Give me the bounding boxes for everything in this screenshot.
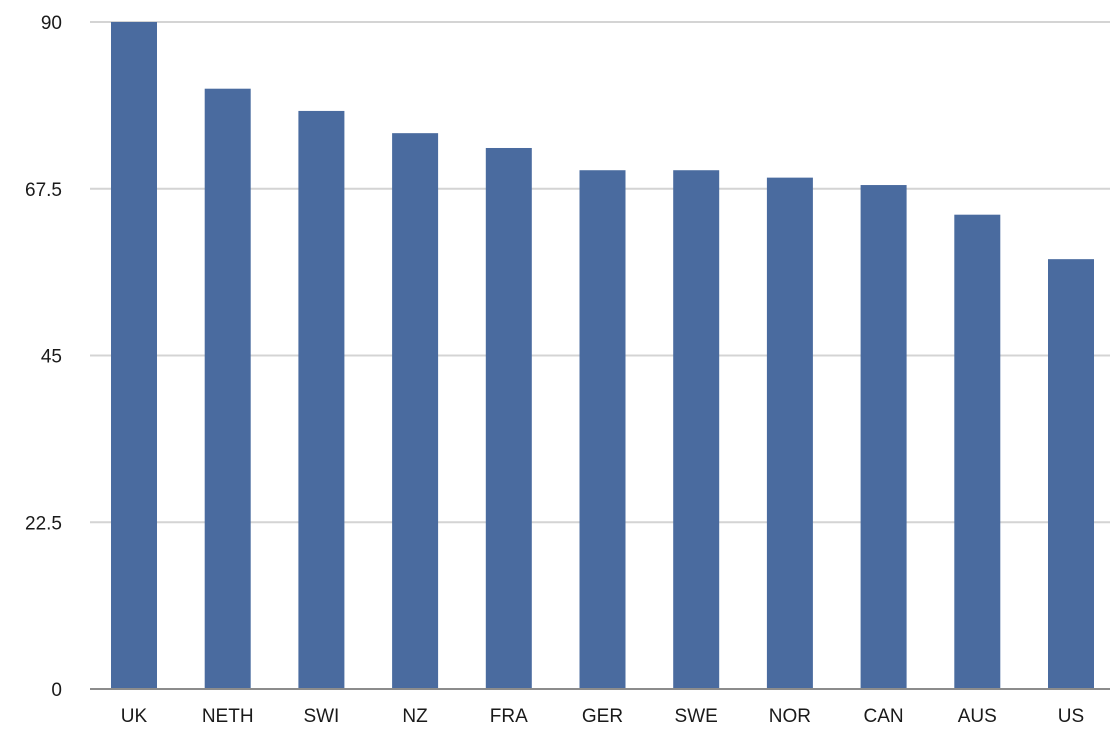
bar-can xyxy=(860,185,907,690)
bar-ger xyxy=(579,170,626,689)
x-tick-label: NETH xyxy=(202,706,254,727)
bar-aus xyxy=(954,214,1001,689)
y-tick-label: 67.5 xyxy=(25,180,62,201)
y-tick-label: 90 xyxy=(41,13,62,34)
x-tick-label: AUS xyxy=(958,706,997,727)
x-tick-label: UK xyxy=(121,706,148,727)
x-tick-label: FRA xyxy=(490,706,528,727)
bar-uk xyxy=(111,22,157,689)
x-tick-label: NZ xyxy=(402,706,428,727)
bar-us xyxy=(1048,259,1094,689)
bar-swe xyxy=(673,170,720,689)
bar-nor xyxy=(766,177,813,689)
bars xyxy=(111,22,1094,690)
x-tick-label: GER xyxy=(582,706,623,727)
y-tick-label: 0 xyxy=(51,680,62,701)
y-tick-label: 22.5 xyxy=(25,513,62,534)
x-tick-label: SWE xyxy=(675,706,718,727)
x-tick-label: SWI xyxy=(303,706,339,727)
x-tick-label: NOR xyxy=(769,706,811,727)
bar-fra xyxy=(485,147,532,689)
x-tick-labels: UK NETH SWI NZ FRA GER SWE NOR CAN AUS US xyxy=(121,706,1084,727)
x-tick-label: US xyxy=(1058,706,1084,727)
bar-neth xyxy=(204,88,251,689)
bar-nz xyxy=(392,133,439,689)
y-tick-label: 45 xyxy=(41,347,62,368)
x-tick-label: CAN xyxy=(864,706,904,727)
bar-swi xyxy=(298,110,345,689)
y-tick-labels: 0 22.5 45 67.5 90 xyxy=(25,13,62,701)
